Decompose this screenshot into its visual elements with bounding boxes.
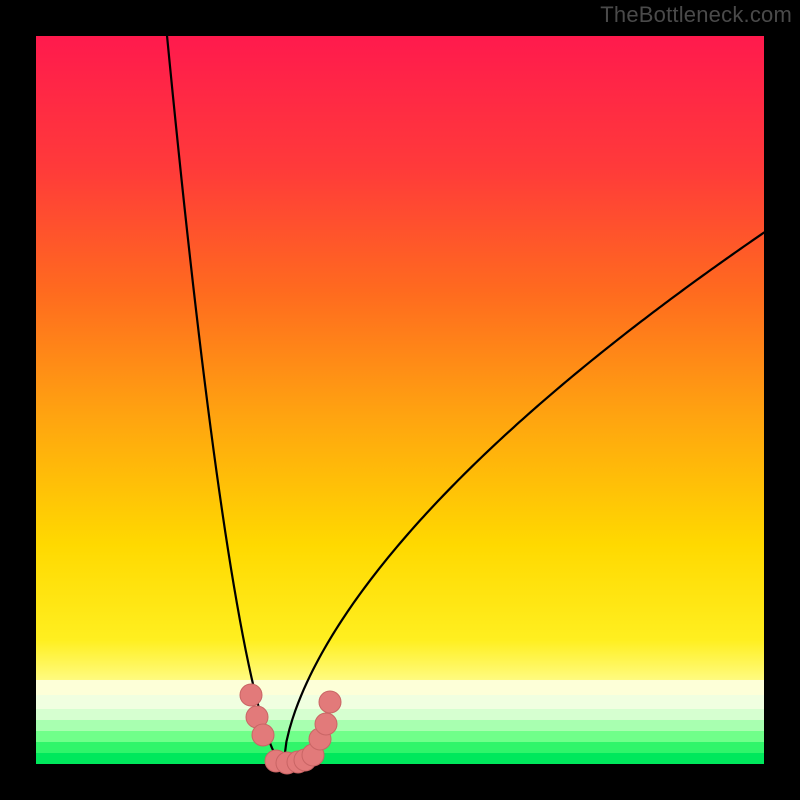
plot-area: [36, 36, 764, 764]
curve-marker: [252, 723, 275, 746]
markers-layer: [36, 36, 764, 764]
curve-marker: [239, 683, 262, 706]
curve-marker: [319, 691, 342, 714]
chart-stage: TheBottleneck.com: [0, 0, 800, 800]
curve-marker: [314, 712, 337, 735]
watermark-label: TheBottleneck.com: [600, 2, 792, 28]
